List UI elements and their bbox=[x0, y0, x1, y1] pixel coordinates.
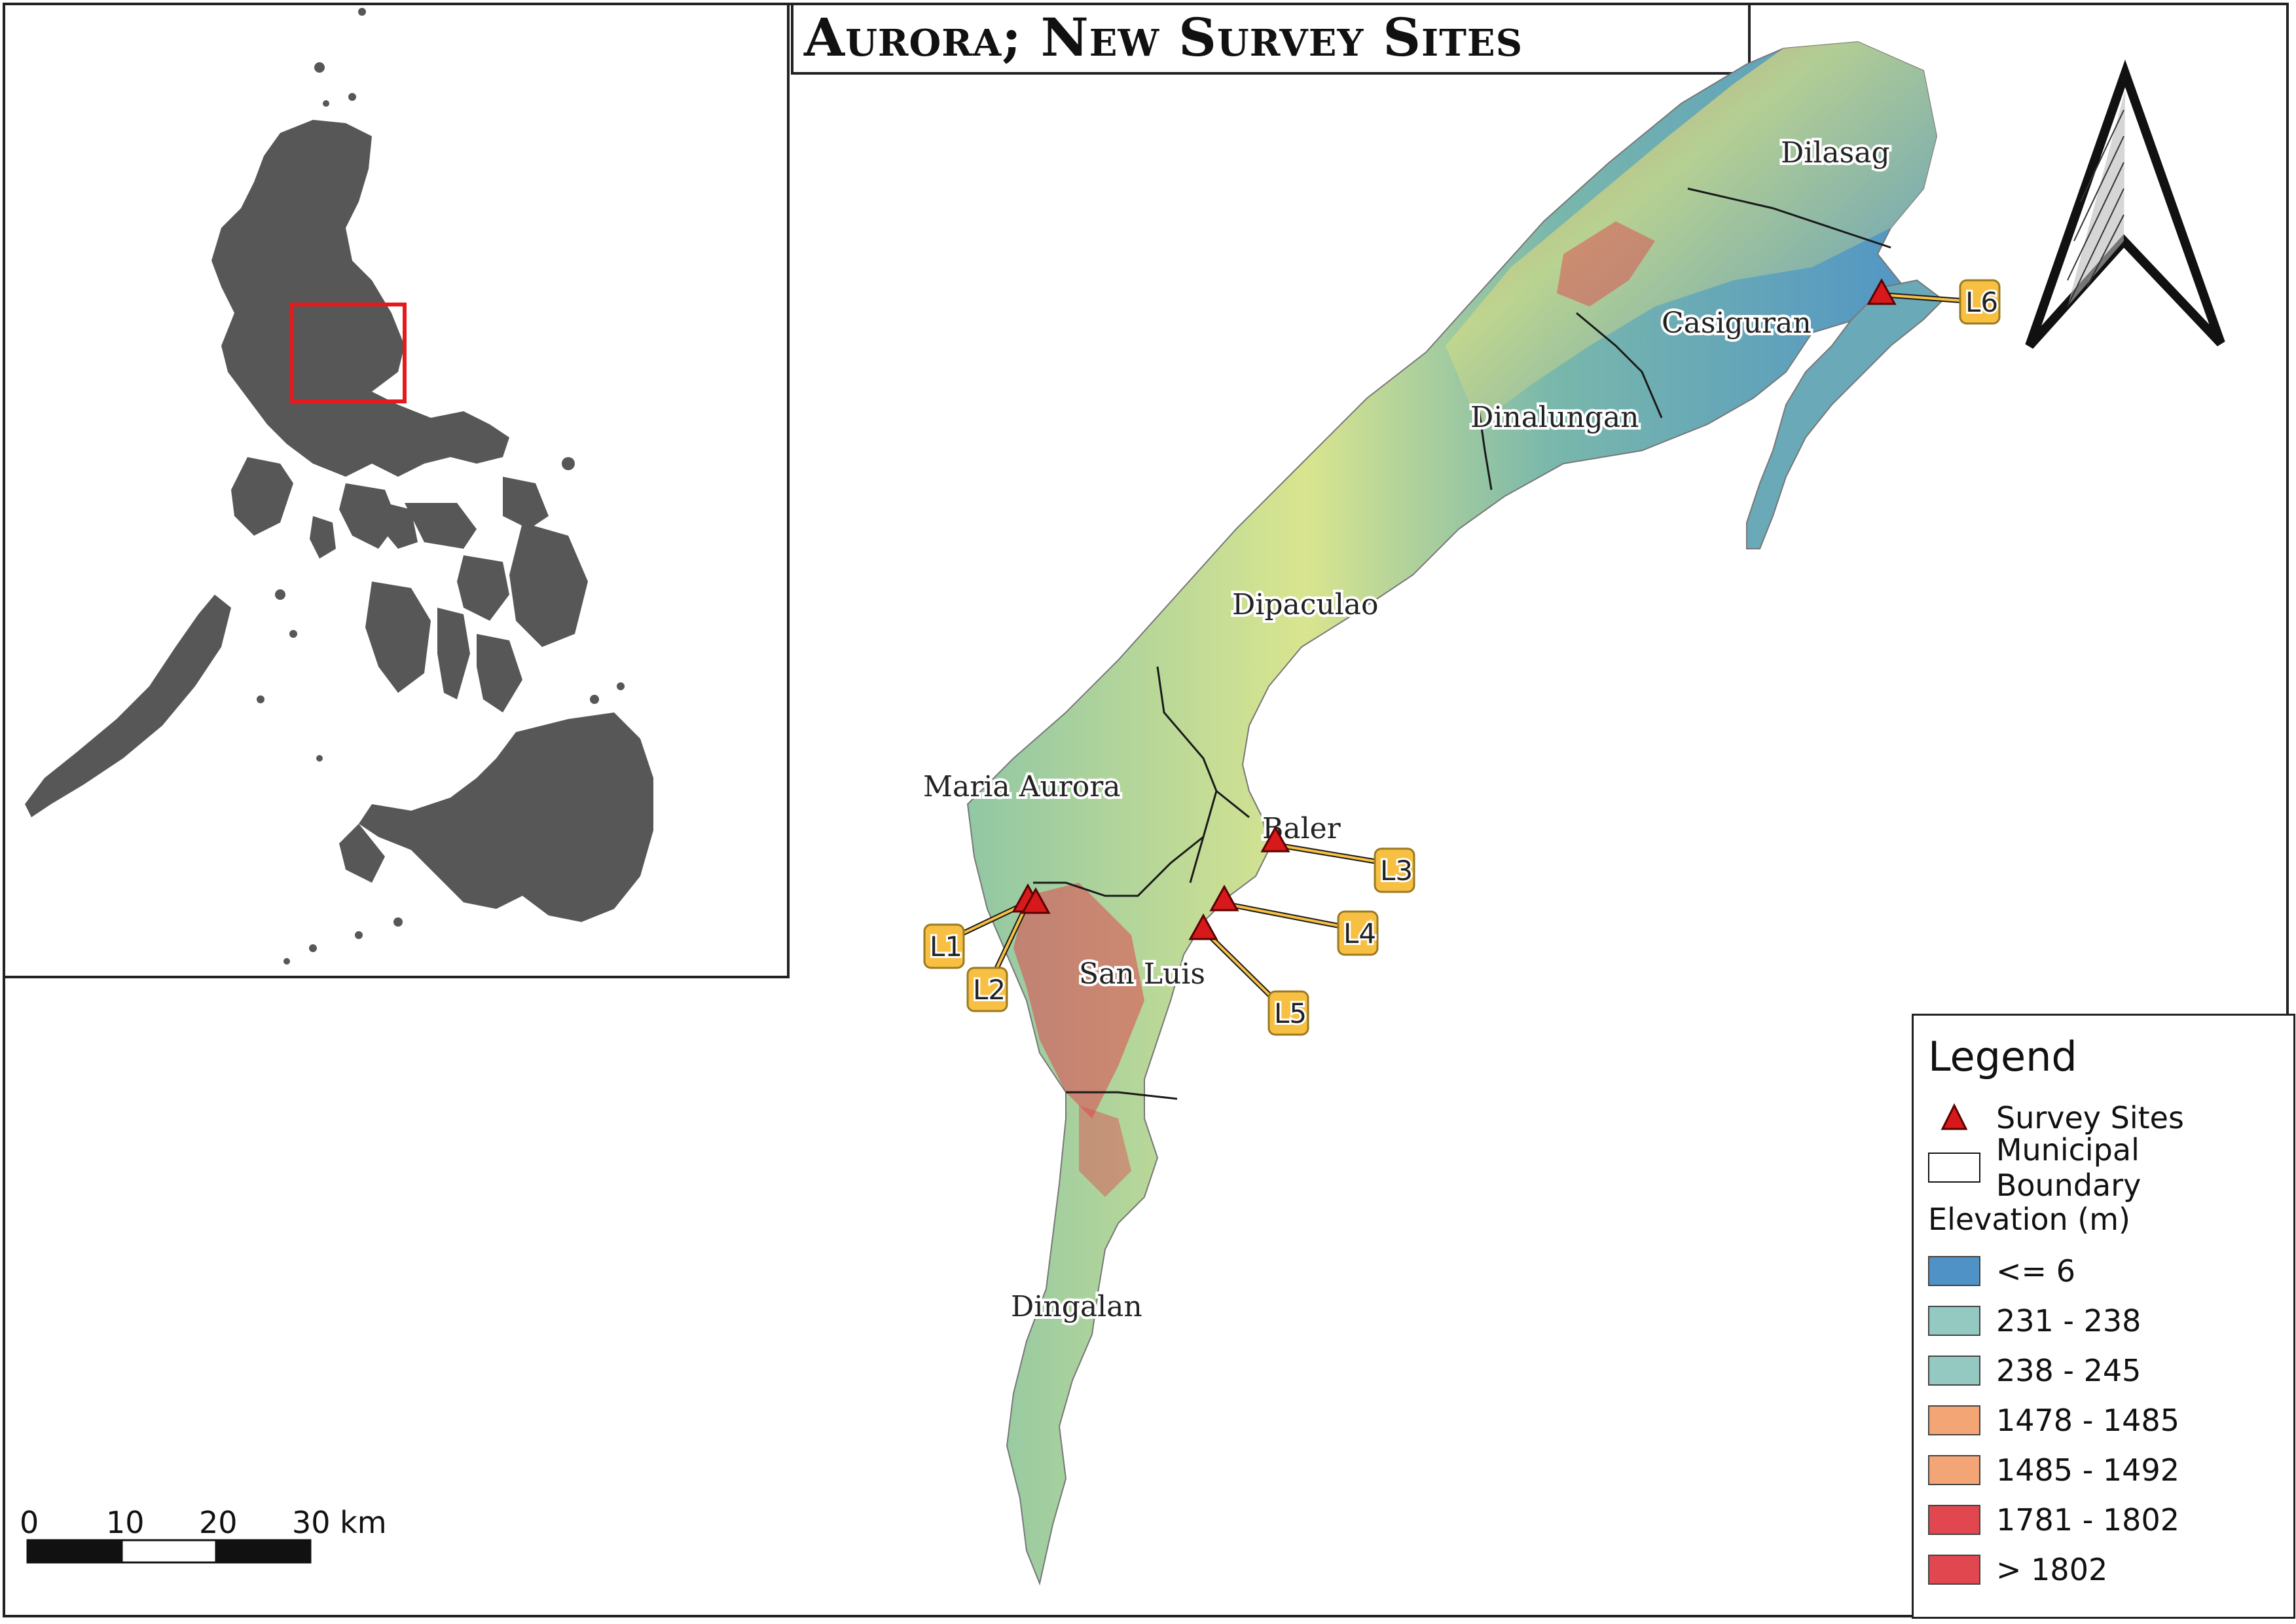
scale-label-10: 10 bbox=[106, 1505, 145, 1540]
map-frame: Aurora; New Survey Sites bbox=[3, 3, 2295, 1619]
muni-label-dilasag: Dilasag bbox=[1781, 136, 1890, 170]
legend-label-survey-sites: Survey Sites bbox=[1996, 1100, 2184, 1135]
elevation-label-3: 238 - 245 bbox=[1996, 1353, 2141, 1388]
elevation-swatch-6 bbox=[1928, 1505, 1980, 1535]
legend-row-elevation-4: 1478 - 1485 bbox=[1928, 1401, 2179, 1440]
site-label-L6: L6 bbox=[1959, 279, 2001, 325]
legend-row-elevation-2: 231 - 238 bbox=[1928, 1301, 2141, 1340]
philippines-landmass bbox=[25, 8, 653, 965]
muni-label-san-luis: San Luis bbox=[1079, 957, 1205, 991]
elevation-swatch-7 bbox=[1928, 1555, 1980, 1585]
site-label-L1: L1 bbox=[923, 923, 965, 969]
scale-label-0: 0 bbox=[20, 1505, 39, 1540]
municipal-boundaries bbox=[1033, 187, 1891, 1100]
elevation-label-7: > 1802 bbox=[1996, 1552, 2108, 1587]
site-marker-L5 bbox=[1188, 913, 1218, 940]
legend-elevation-title: Elevation (m) bbox=[1928, 1202, 2130, 1237]
site-marker-L4 bbox=[1209, 884, 1239, 912]
legend-row-elevation-7: > 1802 bbox=[1928, 1550, 2107, 1589]
svg-text:L4: L4 bbox=[1343, 917, 1376, 950]
elevation-swatch-2 bbox=[1928, 1306, 1980, 1336]
legend-row-elevation-5: 1485 - 1492 bbox=[1928, 1450, 2179, 1490]
muni-label-casiguran: Casiguran bbox=[1662, 306, 1812, 340]
elevation-swatch-5 bbox=[1928, 1455, 1980, 1485]
main-map-svg: Dilasag Casiguran Dinalungan Dipaculao M… bbox=[26, 41, 2225, 1586]
muni-label-dipaculao: Dipaculao bbox=[1232, 588, 1379, 621]
map-title: Aurora; New Survey Sites bbox=[804, 7, 1523, 68]
legend-label-municipal-boundary: Municipal Boundary bbox=[1995, 1132, 2141, 1203]
svg-text:L6: L6 bbox=[1965, 286, 1998, 318]
elevation-swatch-4 bbox=[1928, 1405, 1980, 1435]
north-arrow-icon bbox=[2025, 59, 2225, 349]
inset-locator-map bbox=[5, 5, 790, 978]
site-marker-L6 bbox=[1867, 278, 1897, 305]
aurora-province-terrain bbox=[966, 41, 1944, 1586]
site-marker-L2 bbox=[1021, 887, 1051, 914]
svg-text:L1: L1 bbox=[930, 931, 962, 963]
site-label-L3: L3 bbox=[1374, 847, 1415, 893]
muni-label-dingalan: Dingalan bbox=[1011, 1290, 1142, 1323]
svg-text:L2: L2 bbox=[973, 974, 1006, 1006]
elevation-swatch-1 bbox=[1928, 1256, 1980, 1286]
legend-row-elevation-3: 238 - 245 bbox=[1928, 1351, 2141, 1390]
elevation-label-2: 231 - 238 bbox=[1996, 1303, 2141, 1338]
scale-label-20: 20 bbox=[199, 1505, 238, 1540]
elevation-swatch-3 bbox=[1928, 1356, 1980, 1386]
legend-panel: Legend Survey Sites Municipal Boundary E… bbox=[1912, 1014, 2295, 1619]
municipal-boundary-swatch bbox=[1928, 1153, 1980, 1183]
elevation-label-4: 1478 - 1485 bbox=[1996, 1403, 2179, 1438]
site-label-L4: L4 bbox=[1337, 910, 1379, 956]
muni-label-dinalungan: Dinalungan bbox=[1470, 401, 1639, 434]
svg-text:L3: L3 bbox=[1380, 855, 1413, 887]
elevation-label-5: 1485 - 1492 bbox=[1996, 1452, 2179, 1488]
svg-text:L5: L5 bbox=[1274, 997, 1307, 1029]
muni-label-maria-aurora: Maria Aurora bbox=[923, 770, 1121, 803]
site-label-L2: L2 bbox=[966, 967, 1008, 1012]
legend-row-survey-sites: Survey Sites bbox=[1928, 1098, 2184, 1137]
survey-site-triangle-icon bbox=[1941, 1103, 1968, 1130]
survey-site-markers bbox=[1011, 278, 1897, 940]
legend-row-elevation-1: <= 6 bbox=[1928, 1251, 2075, 1291]
elevation-label-6: 1781 - 1802 bbox=[1996, 1502, 2179, 1538]
scale-bar bbox=[26, 1539, 312, 1564]
philippines-inset-svg bbox=[25, 8, 653, 965]
site-label-L5: L5 bbox=[1267, 990, 1309, 1036]
legend-row-municipal-boundary: Municipal Boundary bbox=[1928, 1132, 2293, 1203]
study-area-highlight-box bbox=[290, 303, 407, 403]
elevation-label-1: <= 6 bbox=[1996, 1253, 2075, 1289]
site-marker-L3 bbox=[1260, 825, 1290, 853]
legend-row-elevation-6: 1781 - 1802 bbox=[1928, 1500, 2179, 1540]
title-box: Aurora; New Survey Sites bbox=[791, 5, 1751, 75]
scale-label-30km: 30 km bbox=[292, 1505, 387, 1540]
legend-title: Legend bbox=[1928, 1033, 2077, 1080]
